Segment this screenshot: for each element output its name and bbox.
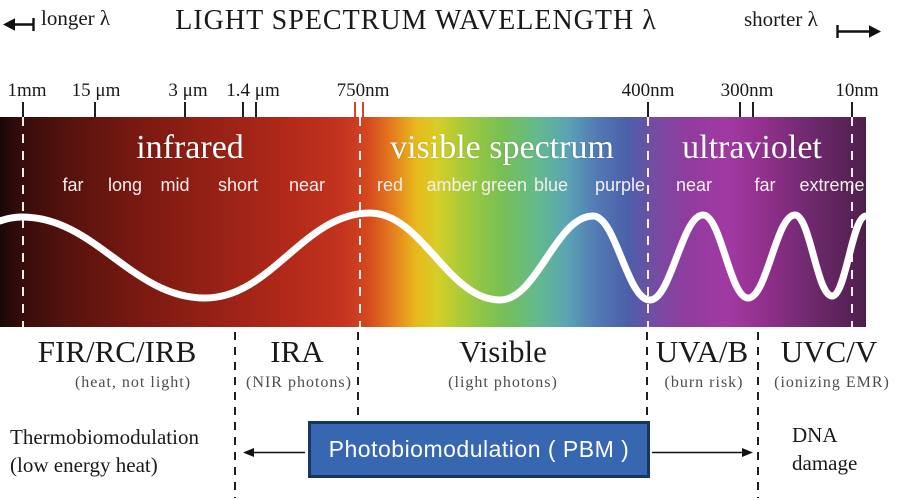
category-sub-uvab: (burn risk) [664,374,744,391]
scale-tick-300nm-a [739,102,741,117]
category-title-uvcv: UVC/V [780,334,878,369]
scale-tick-400nm [647,102,649,117]
scale-tick-300nm-b [752,102,754,117]
scale-tick-750nm-b [362,102,364,117]
page-title: LIGHT SPECTRUM WAVELENGTH λ [175,5,657,36]
longer-wavelength-label: longer λ [41,6,111,30]
shorter-wavelength-label: shorter λ [744,7,818,31]
dna-damage-label: DNA damage [792,421,857,477]
band-sub-ir-long: long [107,175,143,195]
dna-damage-line2: damage [792,451,858,475]
thermobiomodulation-line1: Thermobiomodulation [10,425,199,449]
category-title-ira: IRA [270,334,324,369]
scale-label-750nm: 750nm [336,80,390,101]
band-sub-vis-purple: purple [594,175,646,195]
spectrum-band: infrared visible spectrum ultraviolet fa… [0,117,866,327]
longer-wavelength-arrow-icon [3,18,35,31]
category-divider-uvab-uvcv [757,332,759,498]
band-title-ultraviolet: ultraviolet [682,129,822,166]
band-sub-vis-amber: amber [426,175,478,195]
scale-tick-3um [184,102,186,117]
band-sub-ir-short: short [217,175,259,195]
band-sub-ir-near: near [288,175,326,195]
scale-tick-1mm [22,102,24,117]
scale-tick-1-4um-b [255,102,257,117]
band-divider-1mm [22,117,24,327]
shorter-wavelength-arrow-icon [836,25,881,38]
scale-label-3um: 3 μm [168,80,208,101]
band-divider-10nm [851,117,853,327]
scale-label-1-4um: 1.4 μm [226,80,280,101]
dna-damage-line1: DNA [792,423,838,447]
band-sub-vis-red: red [376,175,404,195]
thermobiomodulation-line2: (low energy heat) [10,453,158,477]
scale-label-15um: 15 μm [71,80,121,101]
scale-tick-10nm [851,102,853,117]
scale-label-300nm: 300nm [720,80,774,101]
category-title-visible: Visible [459,334,547,369]
band-sub-vis-green: green [480,175,528,195]
category-divider-fir-ira [234,332,236,498]
category-sub-uvcv: (ionizing EMR) [774,374,890,391]
category-sub-ira: (NIR photons) [246,374,352,391]
scale-label-10nm: 10nm [835,80,879,101]
category-sub-visible: (light photons) [448,374,558,391]
band-sub-vis-blue: blue [533,175,569,195]
scale-label-1mm: 1mm [7,80,47,101]
band-title-visible-spectrum: visible spectrum [390,129,614,166]
scale-tick-750nm-a [354,102,356,117]
category-title-fir: FIR/RC/IRB [37,334,197,369]
category-divider-visible-uvab [646,332,648,418]
band-title-infrared: infrared [136,129,244,166]
photobiomodulation-label: Photobiomodulation ( PBM ) [328,436,630,462]
wavelength-wave-icon [0,209,866,304]
band-divider-400nm [647,117,649,327]
photobiomodulation-box: Photobiomodulation ( PBM ) [308,421,650,478]
thermobiomodulation-label: Thermobiomodulation (low energy heat) [10,423,199,479]
scale-tick-1-4um-a [242,102,244,117]
band-sub-ir-mid: mid [160,175,190,195]
scale-label-400nm: 400nm [621,80,675,101]
pbm-right-arrow-icon [652,448,753,457]
band-sub-uv-near: near [675,175,713,195]
scale-tick-15um [94,102,96,117]
category-title-uvab: UVA/B [655,334,749,369]
pbm-left-arrow-icon [243,448,305,457]
category-sub-fir: (heat, not light) [74,374,192,391]
band-sub-ir-far: far [62,175,84,195]
category-divider-ira-visible [357,332,359,418]
band-sub-uv-extreme: extreme [799,175,865,195]
band-divider-750nm [359,117,361,327]
band-sub-uv-far: far [754,175,776,195]
